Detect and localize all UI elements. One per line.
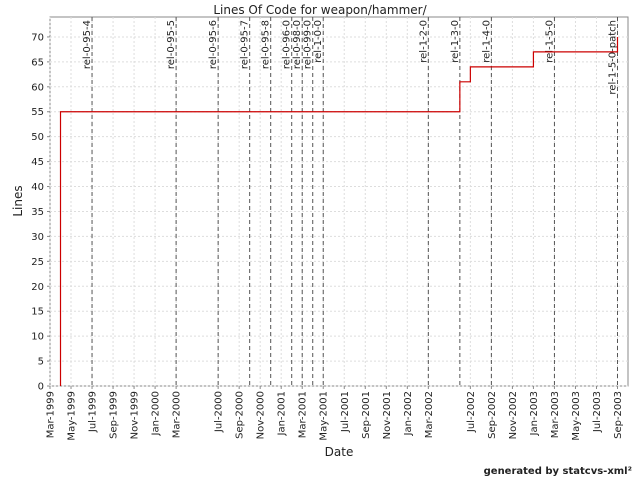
x-tick-label: Jan-2002 xyxy=(403,391,414,436)
x-tick-label: Jul-1999 xyxy=(88,391,99,433)
x-tick-label: May-2001 xyxy=(319,391,330,441)
y-tick-label: 5 xyxy=(38,357,44,368)
x-tick-label: Mar-2002 xyxy=(424,391,435,438)
release-label: rel-0-96-0 xyxy=(282,20,293,69)
x-tick-label: Jan-2001 xyxy=(277,391,288,436)
footer: generated by statcvs-xml² xyxy=(484,466,632,477)
y-tick-label: 35 xyxy=(31,207,44,218)
x-tick-label: Jul-2002 xyxy=(466,391,477,433)
chart-title: Lines Of Code for weapon/hammer/ xyxy=(213,3,427,17)
y-axis-label: Lines xyxy=(11,185,25,216)
y-tick-label: 40 xyxy=(31,182,44,193)
release-label: rel-1-5-0-patch xyxy=(607,20,618,95)
x-tick-label: Jul-2003 xyxy=(592,391,603,433)
y-tick-label: 70 xyxy=(31,32,44,43)
x-tick-label: Sep-2002 xyxy=(487,391,498,439)
x-tick-label: Jan-2000 xyxy=(151,391,162,436)
plot-area xyxy=(49,16,629,387)
release-label: rel-0-95-8 xyxy=(261,20,272,69)
x-tick-label: Mar-1999 xyxy=(46,391,57,438)
y-tick-label: 55 xyxy=(31,107,44,118)
x-tick-label: Sep-2000 xyxy=(235,391,246,439)
release-label: rel-0-95-7 xyxy=(240,20,251,69)
y-tick-label: 25 xyxy=(31,257,44,268)
y-tick-label: 65 xyxy=(31,57,44,68)
x-tick-label: Mar-2000 xyxy=(172,391,183,438)
y-tick-label: 0 xyxy=(38,382,44,393)
y-tick-label: 50 xyxy=(31,132,44,143)
x-tick-label: Nov-1999 xyxy=(130,391,141,439)
x-tick-label: Mar-2001 xyxy=(298,391,309,438)
release-label: rel-1-3-0 xyxy=(450,20,461,63)
x-tick-label: May-2003 xyxy=(571,391,582,441)
release-label: rel-1-4-0 xyxy=(481,20,492,63)
x-tick-label: Jul-2001 xyxy=(340,391,351,433)
x-tick-label: May-1999 xyxy=(67,391,78,441)
x-tick-label: Nov-2002 xyxy=(508,391,519,439)
release-label: rel-1-2-0 xyxy=(418,20,429,63)
y-tick-label: 15 xyxy=(31,307,44,318)
y-tick-label: 60 xyxy=(31,82,44,93)
x-tick-label: Nov-2001 xyxy=(382,391,393,439)
release-label: rel-1-0-0 xyxy=(313,20,324,63)
release-label: rel-0-95-4 xyxy=(82,20,93,69)
y-tick-label: 20 xyxy=(31,282,44,293)
release-label: rel-0-95-5 xyxy=(166,20,177,69)
y-tick-label: 10 xyxy=(31,332,44,343)
step-line xyxy=(59,36,619,386)
x-tick-label: Sep-2001 xyxy=(361,391,372,439)
x-tick-label: Jan-2003 xyxy=(529,391,540,436)
x-tick-label: Sep-2003 xyxy=(613,391,624,439)
x-tick-label: Jul-2000 xyxy=(214,391,225,433)
release-label: rel-0-99-0 xyxy=(303,20,314,69)
release-label: rel-0-98-0 xyxy=(292,20,303,69)
x-tick-label: Nov-2000 xyxy=(256,391,267,439)
release-label: rel-0-95-6 xyxy=(208,20,219,69)
y-tick-label: 45 xyxy=(31,157,44,168)
release-label: rel-1-5-0 xyxy=(544,20,555,63)
x-tick-label: Mar-2003 xyxy=(550,391,561,438)
x-tick-label: Sep-1999 xyxy=(109,391,120,439)
y-tick-label: 30 xyxy=(31,232,44,243)
x-axis-label: Date xyxy=(325,445,354,459)
